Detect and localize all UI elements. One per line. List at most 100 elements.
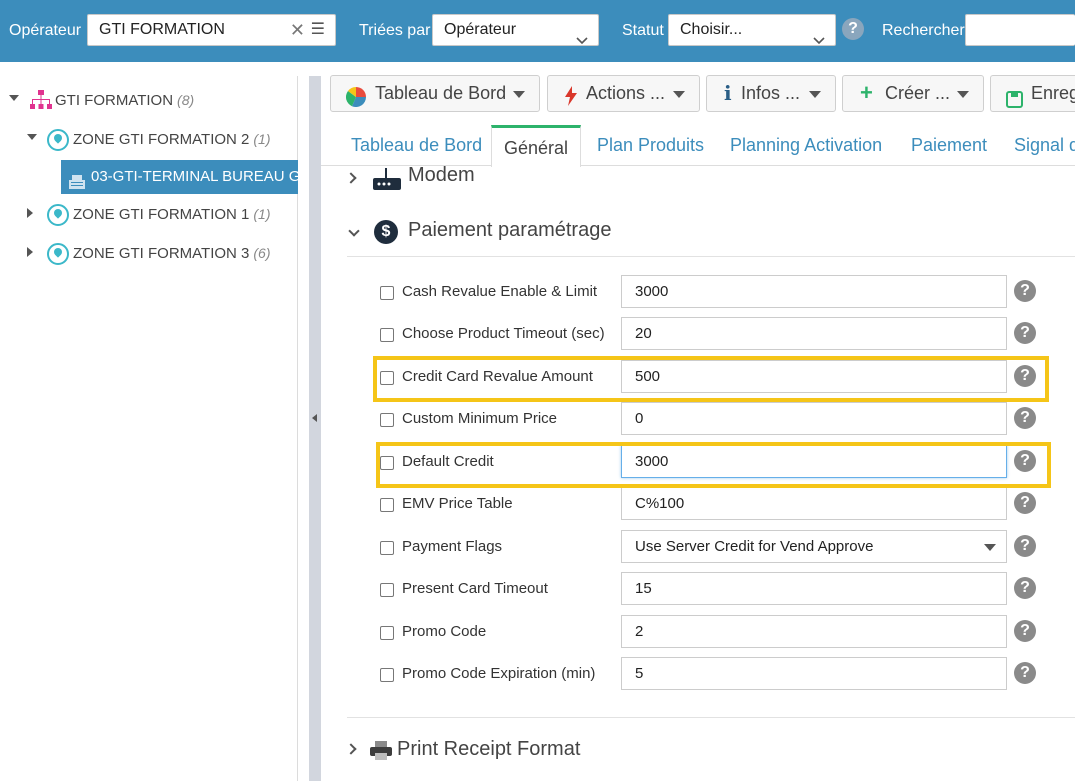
field-input[interactable]: 15 <box>621 572 1007 605</box>
tab-payment[interactable]: Paiement <box>911 135 988 155</box>
field-checkbox[interactable] <box>380 626 394 640</box>
tree-node-zone-3[interactable]: ZONE GTI FORMATION 3 (6) <box>0 241 290 273</box>
field-row-custom-min-price: Custom Minimum Price 0 ? <box>321 402 1075 436</box>
operator-value: GTI FORMATION <box>99 21 225 38</box>
collapse-icon[interactable] <box>9 95 19 101</box>
tab-activation-planning[interactable]: Planning Activation <box>730 135 883 155</box>
payment-section-title[interactable]: Paiement paramétrage <box>408 219 612 241</box>
field-label: Custom Minimum Price <box>402 410 558 427</box>
help-icon[interactable]: ? <box>1014 620 1036 642</box>
tree-node-zone-1[interactable]: ZONE GTI FORMATION 1 (1) <box>0 202 290 234</box>
tree-node-selected-terminal[interactable]: 03-GTI-TERMINAL BUREAU G <box>61 160 298 194</box>
panel-splitter[interactable] <box>309 76 321 781</box>
location-pin-icon <box>47 243 69 265</box>
highlight-box-credit-card-revalue <box>373 356 1049 402</box>
payment-flags-select[interactable]: Use Server Credit for Vend Approve <box>621 530 1007 563</box>
dashboard-dropdown-button[interactable]: Tableau de Bord <box>330 75 540 112</box>
help-icon[interactable]: ? <box>1014 322 1036 344</box>
field-label: Promo Code <box>402 623 487 640</box>
help-icon[interactable]: ? <box>1014 407 1036 429</box>
expand-print-icon[interactable] <box>345 743 357 755</box>
help-icon[interactable]: ? <box>1014 450 1036 472</box>
field-checkbox[interactable] <box>380 668 394 682</box>
highlight-box-default-credit <box>376 442 1051 488</box>
plus-icon: + <box>860 80 873 105</box>
save-label: Enreg <box>1031 83 1075 103</box>
caret-down-icon <box>984 544 996 551</box>
field-row-credit-card-revalue: Credit Card Revalue Amount 500 ? <box>321 360 1075 394</box>
field-row-default-credit: Default Credit 3000 ? <box>321 445 1075 479</box>
list-icon[interactable]: ☰ <box>310 21 325 38</box>
tree-zone-count: (1) <box>253 131 271 147</box>
terminal-icon <box>68 169 86 194</box>
collapse-icon[interactable] <box>27 134 37 140</box>
modem-icon <box>373 168 401 195</box>
collapse-payment-icon[interactable] <box>348 225 360 237</box>
infos-dropdown-button[interactable]: i Infos ... <box>706 75 836 112</box>
modem-section-title[interactable]: Modem <box>408 164 475 186</box>
field-checkbox[interactable] <box>380 498 394 512</box>
dashboard-label: Tableau de Bord <box>375 83 507 103</box>
sorted-by-value: Opérateur <box>444 21 517 38</box>
selected-terminal-label: 03-GTI-TERMINAL BUREAU G <box>91 168 298 185</box>
field-input[interactable]: 500 <box>621 360 1007 393</box>
tab-bar: Tableau de Bord Général Plan Produits Pl… <box>321 125 1075 167</box>
tree-zone-count: (6) <box>253 245 271 261</box>
field-input[interactable]: 3000 <box>621 275 1007 308</box>
infos-label: Infos ... <box>741 83 801 103</box>
field-checkbox[interactable] <box>380 456 394 470</box>
actions-label: Actions ... <box>586 83 666 103</box>
expand-icon[interactable] <box>27 208 33 218</box>
help-icon[interactable]: ? <box>1014 492 1036 514</box>
help-icon[interactable]: ? <box>1014 662 1036 684</box>
field-input[interactable]: C%100 <box>621 487 1007 520</box>
field-checkbox[interactable] <box>380 413 394 427</box>
tab-product-plan[interactable]: Plan Produits <box>597 135 705 155</box>
field-checkbox[interactable] <box>380 541 394 555</box>
bolt-icon <box>565 83 577 118</box>
field-input[interactable]: 3000 <box>621 445 1007 478</box>
chevron-down-icon <box>576 26 588 45</box>
sorted-by-select[interactable]: Opérateur <box>432 14 599 46</box>
expand-modem-icon[interactable] <box>345 172 357 184</box>
tree-node-root[interactable]: GTI FORMATION (8) <box>0 88 290 120</box>
search-label: Rechercher <box>882 22 965 39</box>
operator-input[interactable]: GTI FORMATION ✕ ☰ <box>87 14 336 46</box>
field-row-present-card-timeout: Present Card Timeout 15 ? <box>321 572 1075 606</box>
help-icon[interactable]: ? <box>1014 280 1036 302</box>
status-help-icon[interactable]: ? <box>842 18 864 40</box>
field-checkbox[interactable] <box>380 583 394 597</box>
field-checkbox[interactable] <box>380 371 394 385</box>
field-label: Cash Revalue Enable & Limit <box>402 283 598 300</box>
help-icon[interactable]: ? <box>1014 365 1036 387</box>
save-button[interactable]: Enreg <box>990 75 1075 112</box>
tab-dashboard[interactable]: Tableau de Bord <box>351 135 483 155</box>
print-section-title[interactable]: Print Receipt Format <box>397 738 581 760</box>
create-label: Créer ... <box>885 83 951 103</box>
clear-icon[interactable]: ✕ <box>289 20 305 40</box>
field-input[interactable]: 5 <box>621 657 1007 690</box>
field-input[interactable]: 0 <box>621 402 1007 435</box>
search-input[interactable] <box>965 14 1075 46</box>
tab-signal[interactable]: Signal d <box>1014 135 1075 155</box>
section-divider <box>347 717 1075 718</box>
create-dropdown-button[interactable]: + Créer ... <box>842 75 984 112</box>
tree-node-zone-2[interactable]: ZONE GTI FORMATION 2 (1) <box>0 127 290 159</box>
field-label: Credit Card Revalue Amount <box>402 368 593 385</box>
field-row-payment-flags: Payment Flags Use Server Credit for Vend… <box>321 530 1075 564</box>
field-checkbox[interactable] <box>380 286 394 300</box>
field-row-cash-revalue: Cash Revalue Enable & Limit 3000 ? <box>321 275 1075 309</box>
field-checkbox[interactable] <box>380 328 394 342</box>
tab-general[interactable]: Général <box>491 125 581 167</box>
actions-dropdown-button[interactable]: Actions ... <box>547 75 700 112</box>
field-row-product-timeout: Choose Product Timeout (sec) 20 ? <box>321 317 1075 351</box>
collapse-left-icon[interactable] <box>312 414 317 422</box>
help-icon[interactable]: ? <box>1014 577 1036 599</box>
field-input[interactable]: 20 <box>621 317 1007 350</box>
tree-zone-label: ZONE GTI FORMATION 2 <box>73 131 250 148</box>
field-input[interactable]: 2 <box>621 615 1007 648</box>
status-select[interactable]: Choisir... <box>668 14 836 46</box>
expand-icon[interactable] <box>27 247 33 257</box>
help-icon[interactable]: ? <box>1014 535 1036 557</box>
field-row-promo-code: Promo Code 2 ? <box>321 615 1075 649</box>
